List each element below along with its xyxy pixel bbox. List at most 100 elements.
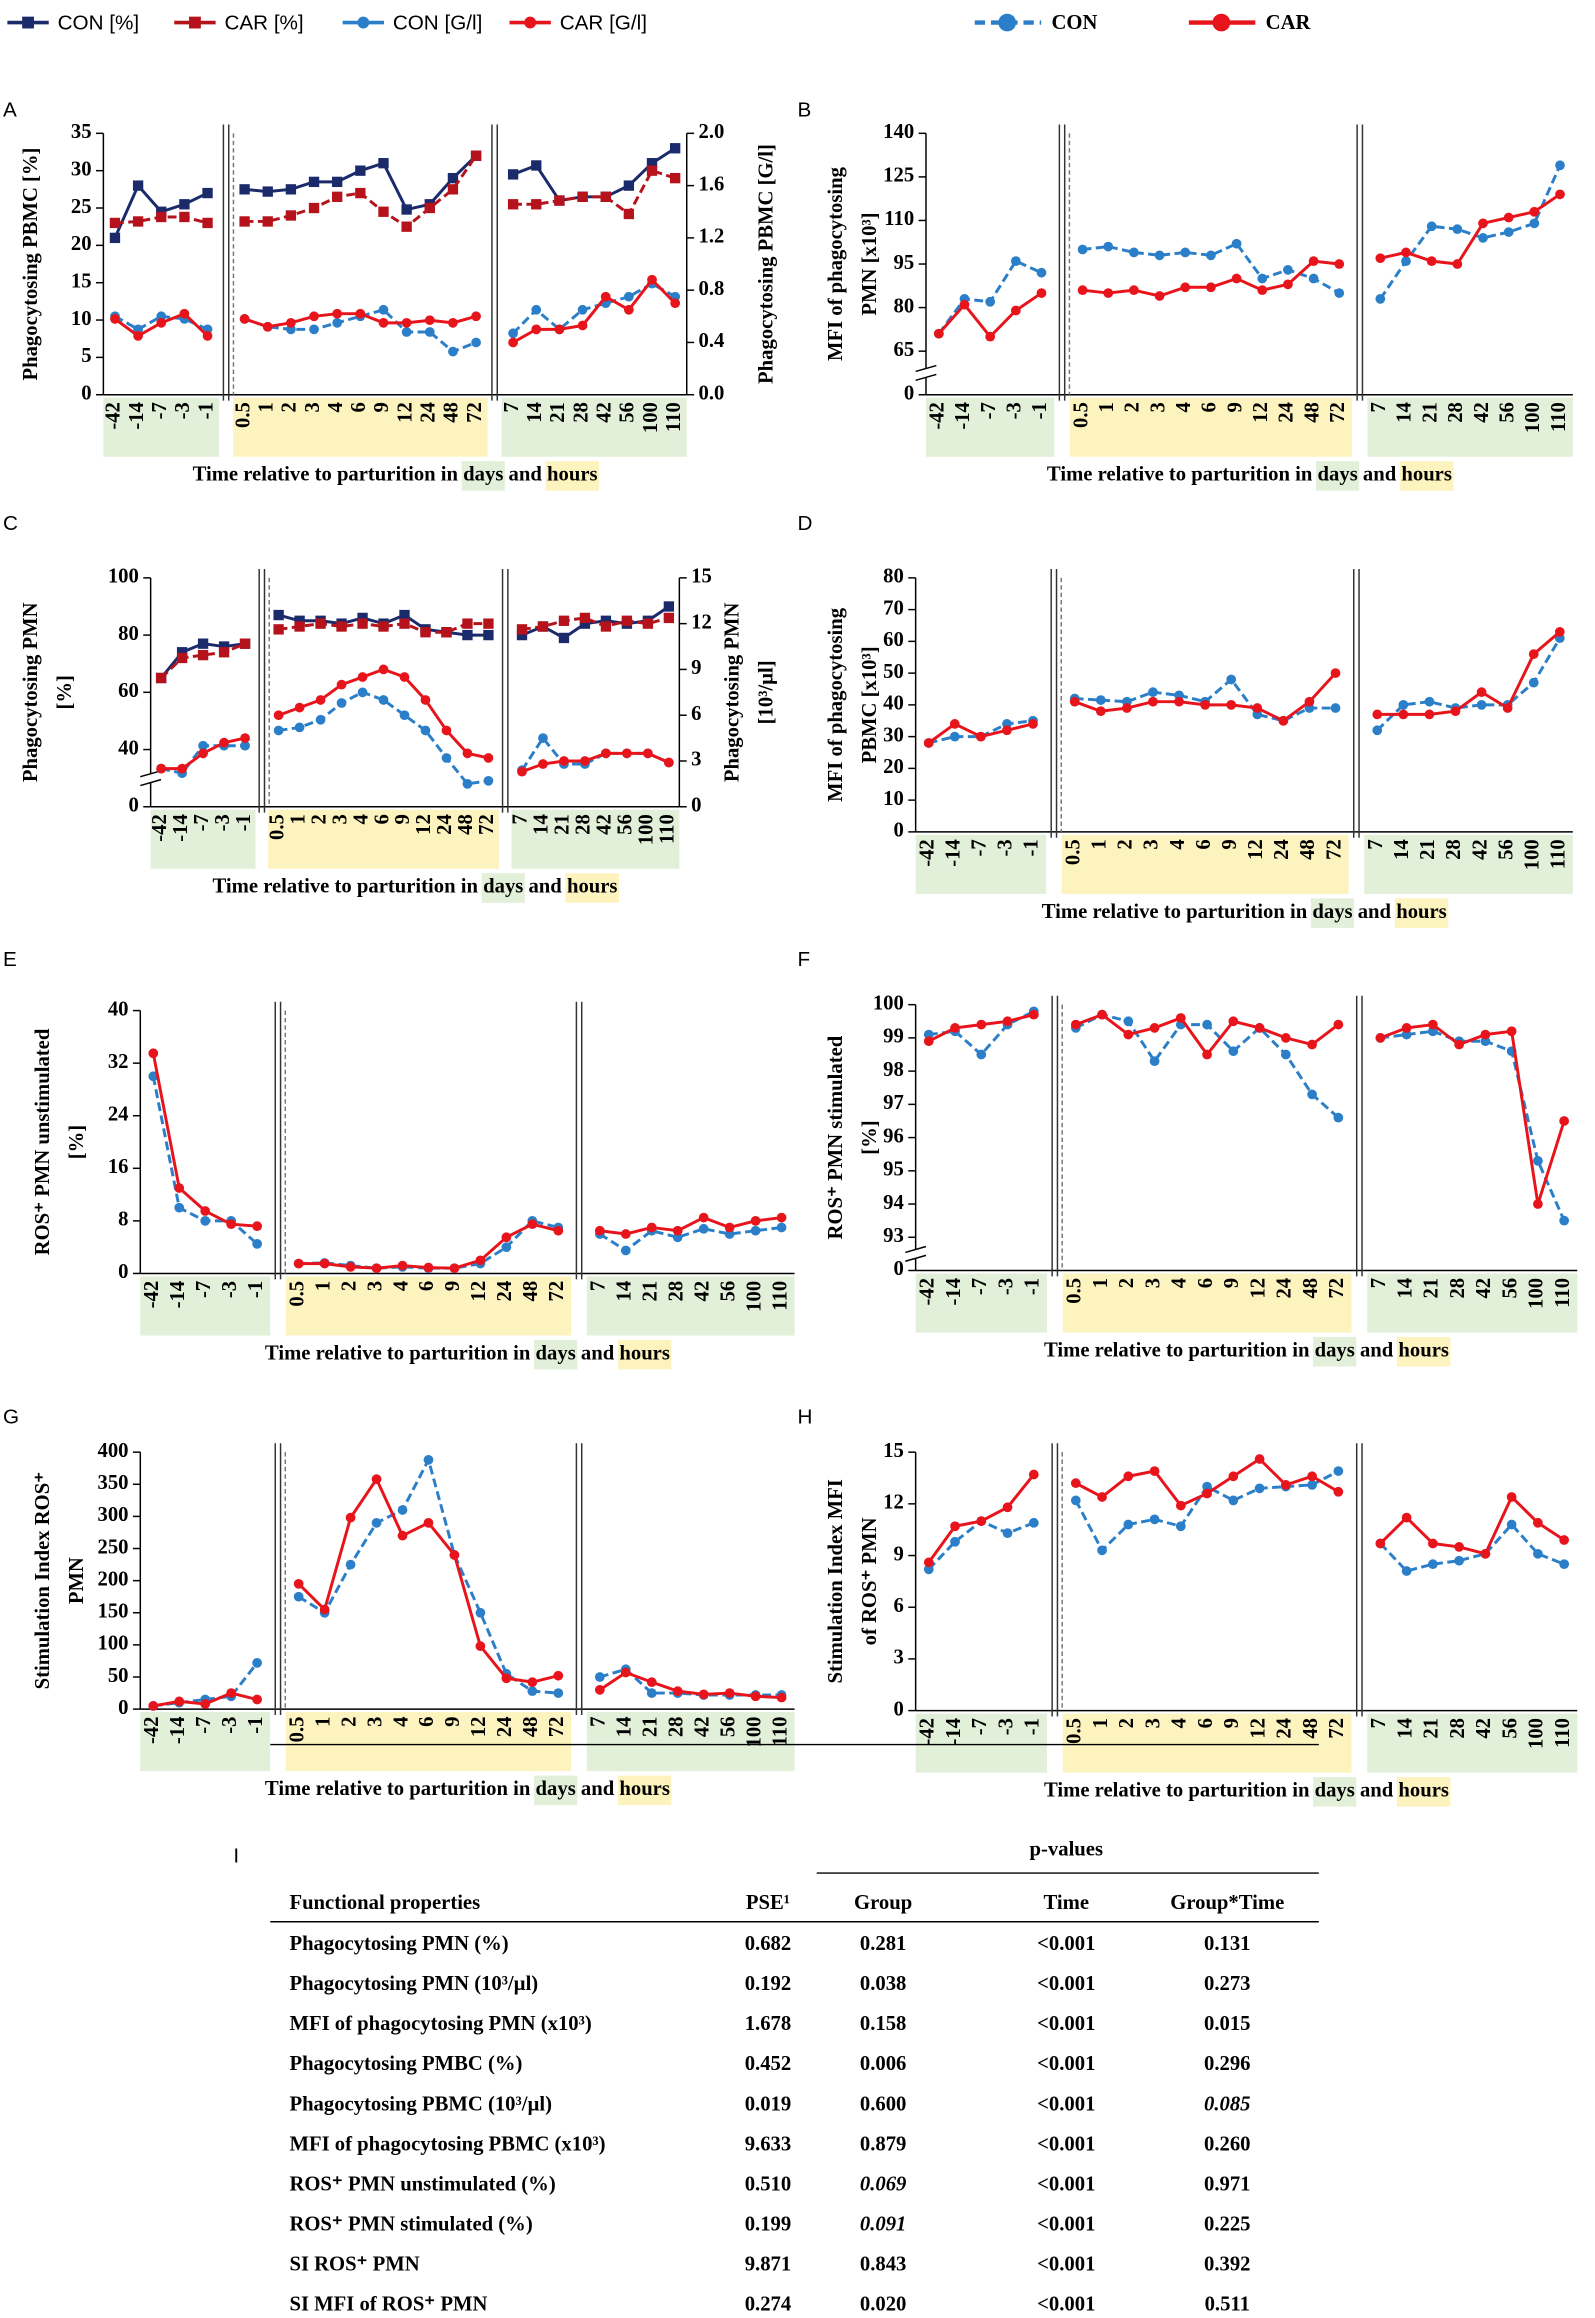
marker bbox=[1375, 1538, 1386, 1549]
x-tick-label: 1 bbox=[255, 402, 277, 412]
x-tick-label: 48 bbox=[520, 1717, 542, 1738]
y-axis-label: [%] bbox=[54, 675, 76, 709]
x-tick-label: 100 bbox=[743, 1717, 765, 1748]
table-cell: MFI of phagocytosing PBMC (x10³) bbox=[289, 2133, 605, 2155]
x-tick-label: 14 bbox=[1394, 1718, 1416, 1739]
marker bbox=[1375, 253, 1386, 264]
marker bbox=[923, 738, 934, 748]
x-tick-label: 48 bbox=[1301, 402, 1323, 423]
y-tick-label: 125 bbox=[883, 165, 914, 187]
marker bbox=[1528, 677, 1539, 688]
x-segment-band bbox=[1367, 1273, 1578, 1333]
marker bbox=[155, 672, 167, 684]
marker bbox=[1559, 1559, 1570, 1570]
y-tick-label: 16 bbox=[108, 1156, 129, 1178]
x-tick-label: 7 bbox=[501, 402, 523, 412]
marker bbox=[976, 1516, 987, 1526]
x-tick-label: 1 bbox=[312, 1281, 334, 1291]
axis-break bbox=[905, 1245, 927, 1254]
series-line bbox=[244, 308, 477, 354]
marker bbox=[577, 304, 588, 315]
marker bbox=[449, 1550, 460, 1560]
y-tick-label: 60 bbox=[883, 629, 904, 651]
x-tick-label: 42 bbox=[594, 814, 616, 835]
x-label-highlight bbox=[481, 873, 525, 903]
x-tick-label: 6 bbox=[1195, 1278, 1217, 1288]
marker bbox=[1228, 1471, 1239, 1482]
marker bbox=[399, 609, 410, 621]
x-tick-label: -42 bbox=[916, 839, 938, 867]
x-tick-label: 6 bbox=[1199, 402, 1221, 412]
table-cell: <0.001 bbox=[1037, 2253, 1095, 2275]
marker bbox=[1002, 725, 1012, 736]
y-tick-label: 98 bbox=[883, 1059, 904, 1081]
table-cell: 0.843 bbox=[860, 2253, 906, 2275]
marker bbox=[378, 664, 389, 675]
x-tick-label: 7 bbox=[510, 814, 532, 824]
marker bbox=[669, 172, 681, 184]
x-tick-label: 21 bbox=[547, 402, 569, 423]
x-axis-label: and bbox=[1355, 1780, 1399, 1802]
table-cell: 0.006 bbox=[860, 2053, 906, 2075]
x-tick-label: 6 bbox=[1193, 839, 1215, 849]
x-axis-label: days bbox=[536, 1778, 576, 1800]
x-tick-label: 6 bbox=[348, 402, 370, 412]
table-cell: SI ROS⁺ PMN bbox=[289, 2253, 419, 2275]
marker bbox=[332, 308, 343, 319]
marker bbox=[239, 184, 250, 195]
marker bbox=[471, 337, 481, 348]
y-tick-label: 99 bbox=[883, 1026, 904, 1048]
marker bbox=[332, 176, 343, 188]
table-cell: <0.001 bbox=[1037, 2133, 1095, 2155]
marker bbox=[642, 618, 654, 629]
marker bbox=[423, 1262, 434, 1273]
table-cell: 0.600 bbox=[860, 2093, 906, 2115]
table-cell: <0.001 bbox=[1037, 1973, 1095, 1995]
marker bbox=[776, 1212, 787, 1223]
marker bbox=[508, 328, 518, 339]
marker bbox=[1202, 1481, 1212, 1492]
y-tick-label: 0 bbox=[128, 795, 138, 817]
x-tick-label: 6 bbox=[416, 1717, 438, 1727]
x-tick-label: 100 bbox=[1526, 1718, 1548, 1749]
marker bbox=[110, 314, 120, 324]
table-cell: ROS⁺ PMN unstimulated (%) bbox=[289, 2173, 555, 2195]
y-tick-label: 70 bbox=[883, 597, 904, 619]
x-tick-label: -1 bbox=[245, 1281, 267, 1298]
y-tick-label: 0 bbox=[894, 820, 904, 842]
x-label-highlight bbox=[1313, 1336, 1357, 1367]
y2-tick-label: 6 bbox=[691, 703, 701, 725]
x-tick-label: 28 bbox=[1445, 402, 1467, 423]
x-segment-band bbox=[501, 397, 687, 457]
marker bbox=[1424, 696, 1435, 707]
marker bbox=[1307, 1039, 1317, 1050]
table-cell: Phagocytosing PMN (10³/µl) bbox=[289, 1973, 538, 1995]
marker bbox=[1228, 1046, 1239, 1057]
series-line bbox=[1379, 1494, 1565, 1556]
marker bbox=[1070, 1478, 1081, 1489]
x-segment-band bbox=[586, 1712, 795, 1772]
legend-label: CAR [%] bbox=[224, 11, 303, 34]
x-tick-label: -14 bbox=[943, 839, 965, 867]
marker bbox=[1559, 1535, 1570, 1545]
series-line bbox=[1082, 241, 1340, 295]
marker bbox=[399, 618, 410, 629]
x-label-highlight bbox=[545, 461, 600, 491]
marker bbox=[1278, 715, 1289, 726]
marker bbox=[483, 629, 494, 641]
x-tick-label: 0.5 bbox=[286, 1281, 308, 1307]
y-tick-label: 5 bbox=[81, 345, 91, 367]
y-tick-label: 3 bbox=[894, 1647, 904, 1669]
marker bbox=[949, 731, 960, 742]
marker bbox=[371, 1263, 382, 1274]
marker bbox=[357, 687, 368, 698]
x-tick-label: -14 bbox=[943, 1718, 965, 1746]
y2-tick-label: 1.2 bbox=[699, 226, 725, 248]
marker bbox=[132, 180, 144, 191]
x-tick-label: -3 bbox=[219, 1717, 241, 1734]
marker bbox=[1428, 1559, 1438, 1570]
x-label-highlight bbox=[1310, 898, 1355, 928]
x-tick-label: 12 bbox=[468, 1717, 490, 1738]
x-tick-label: 24 bbox=[1274, 1718, 1296, 1739]
marker bbox=[1036, 267, 1047, 278]
